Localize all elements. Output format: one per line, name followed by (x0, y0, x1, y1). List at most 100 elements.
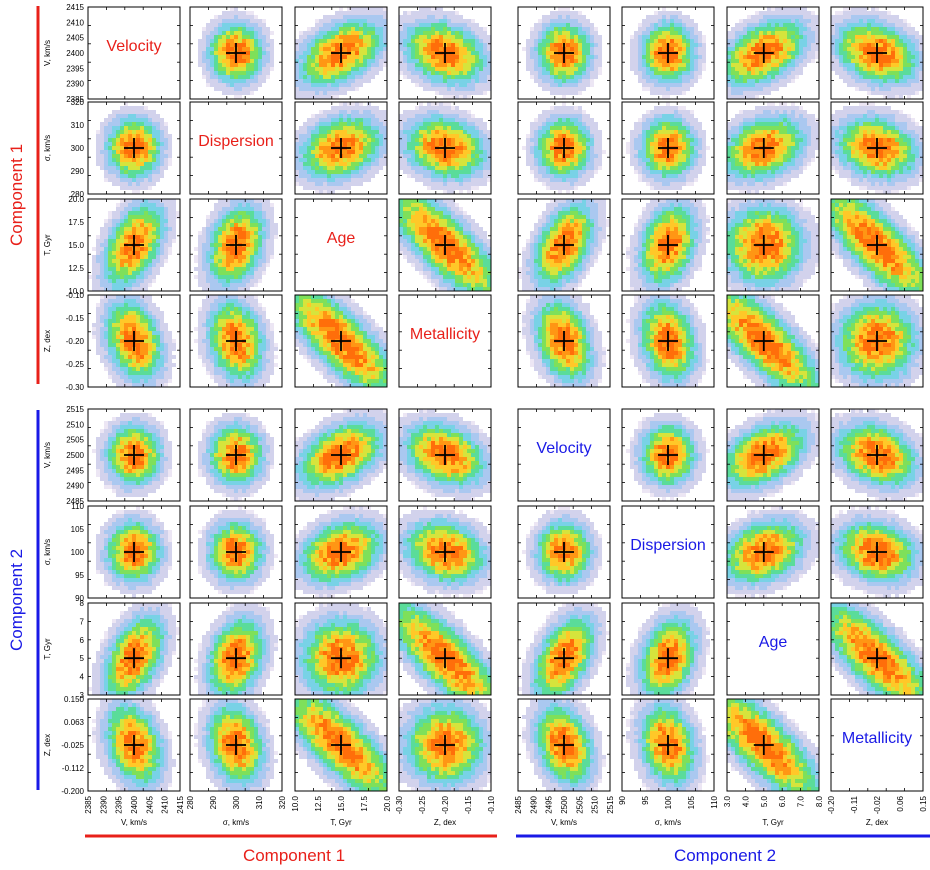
density-cell (100, 166, 104, 170)
density-cell (855, 47, 859, 51)
density-cell (775, 19, 779, 23)
density-cell (907, 75, 911, 79)
density-cell (355, 122, 359, 126)
density-cell (751, 23, 755, 27)
density-cell (254, 47, 258, 51)
density-cell (214, 23, 218, 27)
density-cell (258, 35, 262, 39)
density-cell (435, 178, 439, 182)
density-cell (771, 27, 775, 31)
density-cell (443, 79, 447, 83)
density-cell (570, 43, 574, 47)
density-cell (331, 71, 335, 75)
density-cell (104, 162, 108, 166)
density-cell (403, 39, 407, 43)
density-cell (222, 63, 226, 67)
density-cell (550, 79, 554, 83)
density-cell (359, 142, 363, 146)
density-cell (670, 162, 674, 166)
density-cell (359, 114, 363, 118)
density-cell (222, 43, 226, 47)
density-cell (455, 158, 459, 162)
density-cell (403, 150, 407, 154)
density-cell (447, 59, 451, 63)
density-cell (230, 31, 234, 35)
density-cell (367, 174, 371, 178)
density-cell (335, 71, 339, 75)
density-cell (538, 51, 542, 55)
density-cell (471, 35, 475, 39)
density-cell (427, 11, 431, 15)
density-cell (751, 55, 755, 59)
density-cell (546, 27, 550, 31)
density-cell (783, 39, 787, 43)
density-cell (439, 71, 443, 75)
density-cell (811, 43, 815, 47)
density-cell (574, 150, 578, 154)
density-cell (550, 51, 554, 55)
density-cell (407, 43, 411, 47)
density-cell (238, 71, 242, 75)
density-cell (582, 71, 586, 75)
density-cell (911, 79, 915, 83)
density-cell (226, 71, 230, 75)
density-cell (919, 39, 923, 43)
density-cell (467, 91, 471, 95)
density-cell (670, 134, 674, 138)
density-cell (210, 63, 214, 67)
density-cell (546, 51, 550, 55)
density-cell (471, 91, 475, 95)
density-cell (415, 63, 419, 67)
density-cell (427, 130, 431, 134)
density-cell (558, 190, 562, 194)
density-cell (359, 15, 363, 19)
density-cell (299, 170, 303, 174)
density-cell (739, 51, 743, 55)
density-cell (847, 15, 851, 19)
density-cell (574, 47, 578, 51)
density-cell (371, 134, 375, 138)
density-cell (479, 126, 483, 130)
density-cell (383, 19, 387, 23)
density-cell (638, 59, 642, 63)
density-cell (646, 31, 650, 35)
density-cell (447, 114, 451, 118)
density-cell (427, 39, 431, 43)
density-cell (419, 122, 423, 126)
density-cell (359, 106, 363, 110)
density-cell (682, 63, 686, 67)
density-cell (399, 31, 403, 35)
density-cell (471, 174, 475, 178)
density-cell (455, 55, 459, 59)
density-cell (546, 79, 550, 83)
density-cell (903, 19, 907, 23)
density-cell (883, 67, 887, 71)
density-cell (542, 55, 546, 59)
density-cell (262, 39, 266, 43)
density-cell (331, 154, 335, 158)
density-cell (542, 142, 546, 146)
density-cell (526, 134, 530, 138)
density-cell (299, 174, 303, 178)
density-cell (339, 39, 343, 43)
density-cell (303, 170, 307, 174)
density-cell (234, 63, 238, 67)
density-cell (534, 51, 538, 55)
density-cell (727, 95, 731, 99)
density-cell (311, 118, 315, 122)
density-cell (678, 27, 682, 31)
density-cell (112, 142, 116, 146)
density-cell (351, 71, 355, 75)
density-cell (678, 118, 682, 122)
density-cell (383, 158, 387, 162)
density-cell (795, 47, 799, 51)
density-cell (467, 118, 471, 122)
density-cell (144, 134, 148, 138)
density-cell (419, 166, 423, 170)
density-cell (855, 83, 859, 87)
density-cell (363, 19, 367, 23)
density-cell (226, 39, 230, 43)
density-cell (594, 146, 598, 150)
density-cell (791, 67, 795, 71)
density-cell (471, 71, 475, 75)
